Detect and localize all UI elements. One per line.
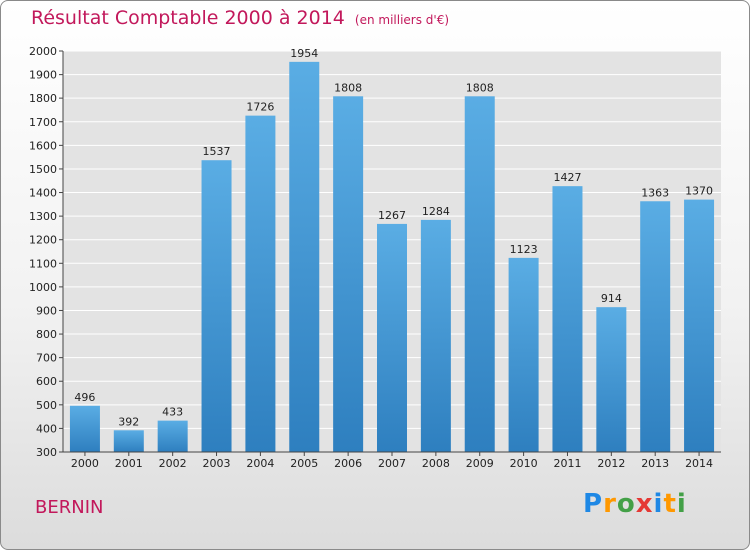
bar-2014 <box>684 199 715 452</box>
x-tick-label: 2004 <box>246 457 274 470</box>
y-tick-label: 1300 <box>29 210 57 223</box>
y-tick-label: 1400 <box>29 187 57 200</box>
bar-2013 <box>640 201 671 452</box>
bar-2002 <box>157 420 188 452</box>
data-label: 1726 <box>246 101 274 114</box>
data-label: 1954 <box>290 47 318 60</box>
y-tick-label: 1800 <box>29 92 57 105</box>
data-label: 1537 <box>203 145 231 158</box>
y-tick-label: 1600 <box>29 139 57 152</box>
bar-2005 <box>289 61 320 453</box>
data-label: 1808 <box>466 81 494 94</box>
data-label: 1427 <box>553 171 581 184</box>
logo-letter: i <box>653 489 664 519</box>
y-tick-label: 700 <box>36 352 57 365</box>
y-tick-label: 1500 <box>29 163 57 176</box>
chart-title: Résultat Comptable 2000 à 2014 (en millie… <box>31 7 449 29</box>
y-tick-label: 1000 <box>29 281 57 294</box>
x-tick-label: 2009 <box>466 457 494 470</box>
bar-2009 <box>464 96 495 452</box>
y-tick-label: 1700 <box>29 116 57 129</box>
unit-note: (en milliers d'€) <box>354 13 450 27</box>
data-label: 1370 <box>685 185 713 198</box>
x-tick-label: 2014 <box>685 457 713 470</box>
data-label: 433 <box>162 406 183 419</box>
bars: 496 392 433 1537 1726 1954 1808 1267 1284 1808 112… <box>69 47 715 453</box>
bar-2007 <box>377 223 407 452</box>
logo-letter: o <box>616 489 636 519</box>
data-label: 1808 <box>334 81 362 94</box>
x-tick-label: 2005 <box>290 457 318 470</box>
y-tick-label: 1900 <box>29 69 57 82</box>
x-tick-label: 2012 <box>597 457 625 470</box>
x-tick-label: 2011 <box>553 457 581 470</box>
bar-2012 <box>596 307 627 452</box>
y-tick-label: 500 <box>36 399 57 412</box>
bar-2006 <box>333 96 364 452</box>
y-tick-label: 300 <box>36 446 57 459</box>
y-tick-label: 900 <box>36 304 57 317</box>
data-label: 1284 <box>422 205 450 218</box>
logo-letter: x <box>635 489 654 519</box>
bar-2011 <box>552 186 583 452</box>
bar-2000 <box>69 405 100 452</box>
logo-letter: t <box>663 489 677 519</box>
x-tick-label: 2001 <box>115 457 143 470</box>
logo-letter: P <box>583 489 604 519</box>
bar-2004 <box>245 115 276 452</box>
data-label: 1123 <box>510 243 538 256</box>
data-label: 496 <box>74 391 95 404</box>
y-tick-label: 800 <box>36 328 57 341</box>
x-tick-label: 2007 <box>378 457 406 470</box>
axes: 300 400 500 600 700 800 900 1000 1100 1200 1300 140… <box>29 45 721 470</box>
y-tick-label: 2000 <box>29 45 57 58</box>
bar-2008 <box>420 219 451 452</box>
x-tick-label: 2010 <box>510 457 538 470</box>
proxiti-logo[interactable]: Proxiti <box>583 489 687 519</box>
x-tick-label: 2006 <box>334 457 362 470</box>
y-tick-label: 600 <box>36 375 57 388</box>
x-tick-label: 2002 <box>159 457 187 470</box>
data-label: 392 <box>118 415 139 428</box>
x-tick-label: 2008 <box>422 457 450 470</box>
title-text: Résultat Comptable 2000 à 2014 <box>31 7 345 29</box>
data-label: 914 <box>601 292 622 305</box>
y-tick-label: 1100 <box>29 257 57 270</box>
data-label: 1267 <box>378 209 406 222</box>
bar-2010 <box>508 257 539 452</box>
y-tick-label: 400 <box>36 422 57 435</box>
x-tick-label: 2013 <box>641 457 669 470</box>
bar-2001 <box>113 430 144 452</box>
logo-letter: i <box>676 489 687 519</box>
bar-2003 <box>201 160 232 452</box>
x-tick-label: 2000 <box>71 457 99 470</box>
commune-name: BERNIN <box>35 497 104 518</box>
y-tick-label: 1200 <box>29 234 57 247</box>
data-label: 1363 <box>641 186 669 199</box>
x-tick-label: 2003 <box>203 457 231 470</box>
logo-letter: r <box>603 489 617 519</box>
